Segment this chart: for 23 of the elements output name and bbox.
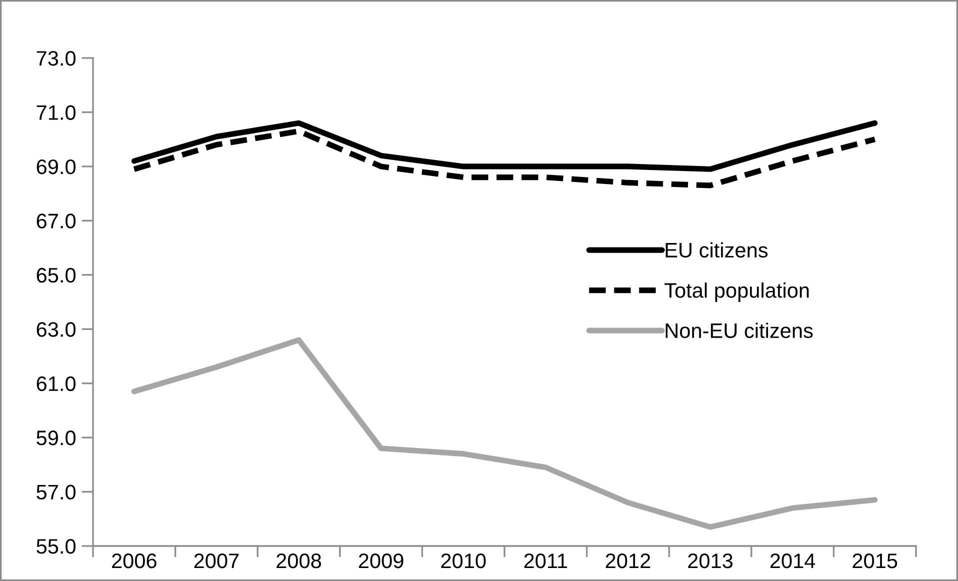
x-tick-label: 2008 <box>276 553 322 568</box>
y-tick-label: 61.0 <box>36 376 76 392</box>
x-tick-label: 2015 <box>852 553 898 568</box>
y-tick-label: 59.0 <box>36 430 76 446</box>
y-tick-label: 67.0 <box>36 214 76 228</box>
y-tick-label: 73.0 <box>36 51 76 66</box>
y-tick-label: 55.0 <box>36 539 76 554</box>
y-tick-label: 71.0 <box>36 105 76 120</box>
x-tick-label: 2010 <box>441 553 486 568</box>
x-tick-label: 2011 <box>524 553 568 568</box>
y-tick-label: 63.0 <box>36 322 76 337</box>
x-tick-label: 2009 <box>358 553 404 568</box>
legend-label: Total population <box>664 282 809 302</box>
x-tick-label: 2006 <box>112 553 156 568</box>
legend-label: EU citizens <box>666 242 768 258</box>
x-tick-label: 2014 <box>770 553 816 568</box>
x-tick-label: 2007 <box>194 553 239 568</box>
x-tick-label: 2013 <box>688 553 733 568</box>
x-tick-label: 2012 <box>606 553 650 568</box>
y-tick-label: 57.0 <box>36 484 76 500</box>
y-tick-label: 65.0 <box>36 268 76 283</box>
legend-label: Non-EU citizens <box>666 322 813 338</box>
y-tick-label: 69.0 <box>36 159 76 174</box>
